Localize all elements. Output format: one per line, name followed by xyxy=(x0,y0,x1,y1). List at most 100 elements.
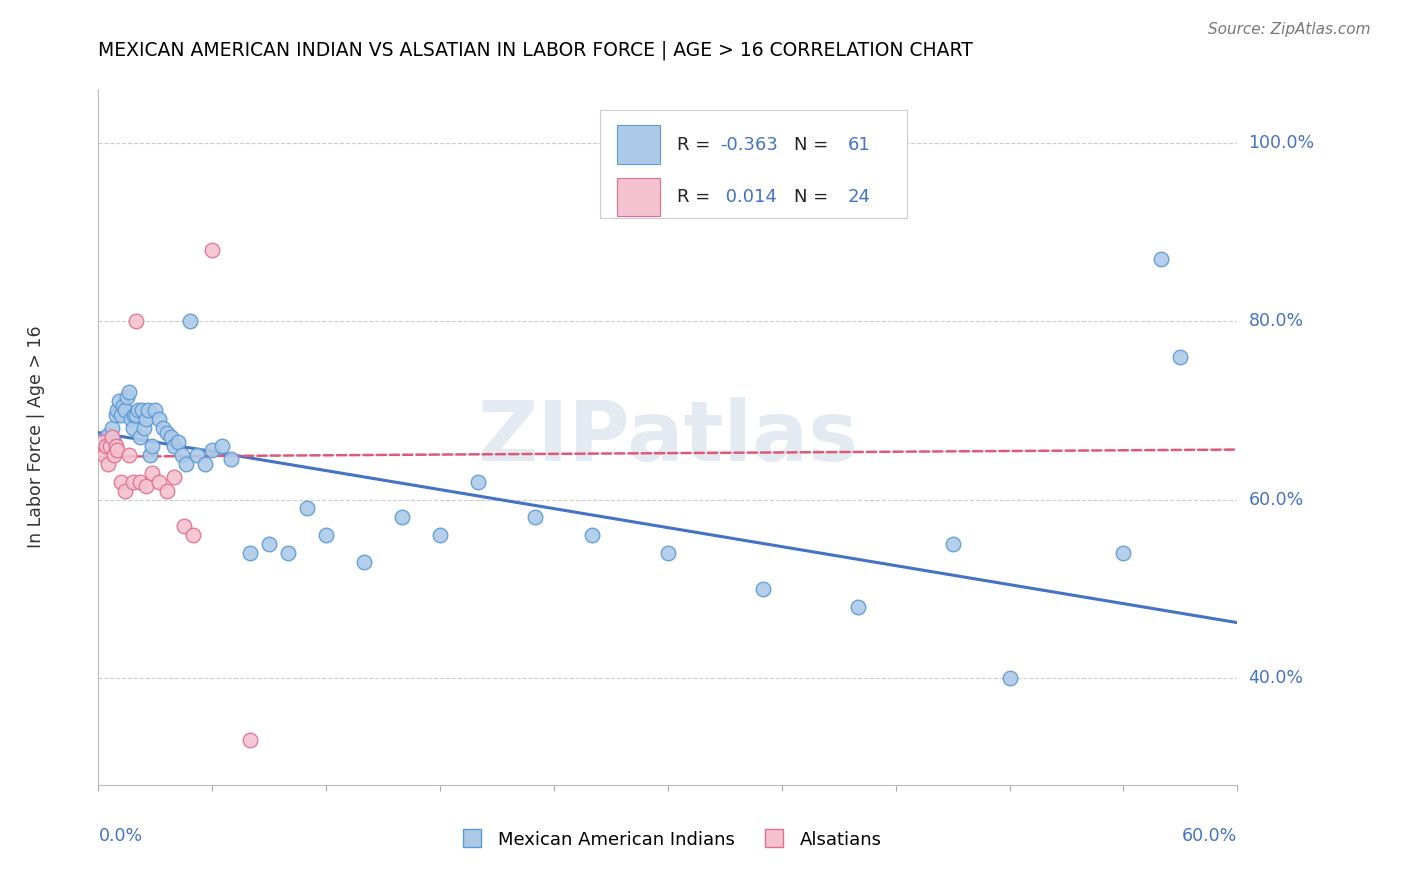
Point xyxy=(467,475,489,489)
Point xyxy=(98,439,121,453)
Text: 0.014: 0.014 xyxy=(720,187,778,206)
Point xyxy=(145,403,167,417)
Point xyxy=(103,448,125,462)
Point xyxy=(429,528,451,542)
Text: 60.0%: 60.0% xyxy=(1182,827,1237,845)
Point xyxy=(221,452,243,467)
Point xyxy=(211,439,233,453)
Text: -0.363: -0.363 xyxy=(720,136,778,153)
Point xyxy=(194,457,217,471)
Point xyxy=(114,483,136,498)
Point xyxy=(132,421,155,435)
Point xyxy=(524,510,547,524)
Point xyxy=(125,408,148,422)
Point xyxy=(136,403,159,417)
Point xyxy=(100,421,122,435)
Point xyxy=(125,314,148,328)
Point xyxy=(104,439,127,453)
Point xyxy=(201,443,224,458)
Point xyxy=(353,555,375,569)
Point xyxy=(104,408,127,422)
Point xyxy=(148,475,170,489)
Text: 60.0%: 60.0% xyxy=(1249,491,1303,508)
Point xyxy=(391,510,413,524)
Point xyxy=(159,430,181,444)
Point xyxy=(129,430,152,444)
Point xyxy=(239,733,262,747)
Point xyxy=(127,403,149,417)
Point xyxy=(107,443,129,458)
Text: N =: N = xyxy=(794,187,834,206)
Point xyxy=(118,385,141,400)
Text: Source: ZipAtlas.com: Source: ZipAtlas.com xyxy=(1208,22,1371,37)
Point xyxy=(846,599,869,614)
Point xyxy=(156,483,179,498)
Point xyxy=(998,671,1021,685)
Text: 80.0%: 80.0% xyxy=(1249,312,1303,330)
Point xyxy=(112,399,135,413)
Point xyxy=(110,408,132,422)
Point xyxy=(141,466,163,480)
Point xyxy=(315,528,337,542)
Text: 40.0%: 40.0% xyxy=(1249,669,1303,687)
Point xyxy=(156,425,179,440)
Point xyxy=(752,582,775,596)
Text: MEXICAN AMERICAN INDIAN VS ALSATIAN IN LABOR FORCE | AGE > 16 CORRELATION CHART: MEXICAN AMERICAN INDIAN VS ALSATIAN IN L… xyxy=(98,40,973,60)
Point xyxy=(259,537,281,551)
Text: R =: R = xyxy=(676,136,716,153)
Point xyxy=(148,412,170,426)
Point xyxy=(108,394,131,409)
Point xyxy=(121,421,143,435)
Point xyxy=(118,448,141,462)
Point xyxy=(277,546,299,560)
Point xyxy=(163,439,186,453)
Point xyxy=(93,432,115,446)
Point xyxy=(141,439,163,453)
Text: N =: N = xyxy=(794,136,834,153)
Point xyxy=(94,439,117,453)
Legend: Mexican American Indians, Alsatians: Mexican American Indians, Alsatians xyxy=(447,823,889,856)
Point xyxy=(107,403,129,417)
Point xyxy=(186,448,208,462)
Point xyxy=(121,475,143,489)
Text: 61: 61 xyxy=(848,136,870,153)
Point xyxy=(152,421,174,435)
Point xyxy=(91,434,114,449)
Point xyxy=(297,501,319,516)
Point xyxy=(93,448,115,462)
Point xyxy=(110,475,132,489)
Point xyxy=(98,439,121,453)
Point xyxy=(174,457,197,471)
Point xyxy=(94,430,117,444)
Point xyxy=(138,448,160,462)
Point xyxy=(129,475,152,489)
Text: 0.0%: 0.0% xyxy=(98,827,142,845)
Text: In Labor Force | Age > 16: In Labor Force | Age > 16 xyxy=(27,326,45,549)
Text: R =: R = xyxy=(676,187,716,206)
Point xyxy=(97,457,120,471)
Point xyxy=(173,519,195,533)
Point xyxy=(120,412,142,426)
Point xyxy=(581,528,603,542)
Point xyxy=(170,448,193,462)
Text: ZIPatlas: ZIPatlas xyxy=(478,397,858,477)
Point xyxy=(1170,350,1192,364)
Point xyxy=(100,430,122,444)
Point xyxy=(942,537,965,551)
Point xyxy=(115,390,138,404)
Point xyxy=(135,479,157,493)
Point xyxy=(201,243,224,257)
FancyBboxPatch shape xyxy=(617,126,659,163)
Point xyxy=(103,434,125,449)
Point xyxy=(1150,252,1173,266)
Point xyxy=(183,528,205,542)
FancyBboxPatch shape xyxy=(599,110,907,218)
Point xyxy=(179,314,201,328)
FancyBboxPatch shape xyxy=(617,178,659,216)
Text: 24: 24 xyxy=(848,187,870,206)
Point xyxy=(97,428,120,442)
Point xyxy=(135,412,157,426)
Point xyxy=(239,546,262,560)
Point xyxy=(657,546,679,560)
Text: 100.0%: 100.0% xyxy=(1249,134,1315,152)
